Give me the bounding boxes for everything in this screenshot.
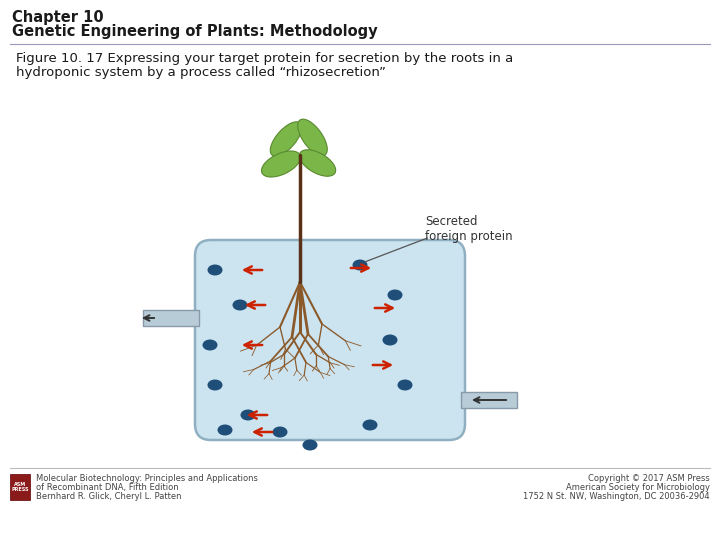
Text: Molecular Biotechnology: Principles and Applications: Molecular Biotechnology: Principles and …: [36, 474, 258, 483]
FancyBboxPatch shape: [195, 240, 465, 440]
Text: of Recombinant DNA, Fifth Edition: of Recombinant DNA, Fifth Edition: [36, 483, 179, 492]
Ellipse shape: [397, 380, 413, 390]
Bar: [461, 392, 517, 408]
Ellipse shape: [300, 150, 336, 176]
Ellipse shape: [387, 289, 402, 300]
Ellipse shape: [382, 334, 397, 346]
Ellipse shape: [240, 409, 256, 421]
Ellipse shape: [233, 300, 248, 310]
Ellipse shape: [270, 122, 302, 156]
Text: Copyright © 2017 ASM Press: Copyright © 2017 ASM Press: [588, 474, 710, 483]
Text: hydroponic system by a process called “rhizosecretion”: hydroponic system by a process called “r…: [16, 66, 386, 79]
Ellipse shape: [261, 151, 300, 177]
Bar: [143, 310, 199, 326]
Ellipse shape: [202, 340, 217, 350]
Text: Secreted
foreign protein: Secreted foreign protein: [425, 215, 513, 243]
Ellipse shape: [298, 119, 328, 156]
Text: Figure 10. 17 Expressing your target protein for secretion by the roots in a: Figure 10. 17 Expressing your target pro…: [16, 52, 513, 65]
Text: Chapter 10: Chapter 10: [12, 10, 104, 25]
Text: ASM
PRESS: ASM PRESS: [12, 482, 29, 492]
Text: Bernhard R. Glick, Cheryl L. Patten: Bernhard R. Glick, Cheryl L. Patten: [36, 492, 181, 501]
Text: Genetic Engineering of Plants: Methodology: Genetic Engineering of Plants: Methodolo…: [12, 24, 377, 39]
Ellipse shape: [272, 427, 287, 437]
Text: 1752 N St. NW, Washington, DC 20036-2904: 1752 N St. NW, Washington, DC 20036-2904: [523, 492, 710, 501]
Ellipse shape: [362, 420, 377, 430]
Ellipse shape: [302, 440, 318, 450]
Text: American Society for Microbiology: American Society for Microbiology: [566, 483, 710, 492]
Ellipse shape: [207, 265, 222, 275]
Ellipse shape: [207, 380, 222, 390]
Ellipse shape: [353, 260, 367, 271]
Bar: [10, 474, 30, 500]
Ellipse shape: [217, 424, 233, 435]
